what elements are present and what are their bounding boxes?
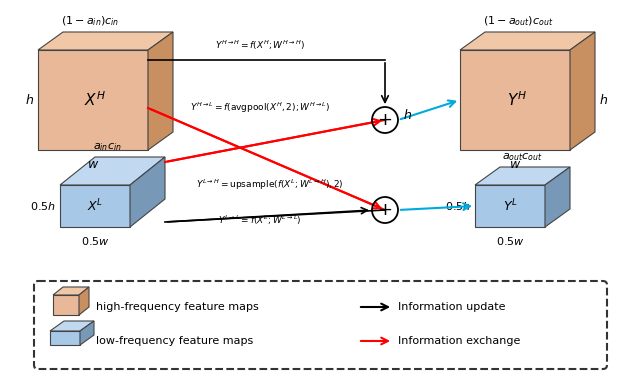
Polygon shape [148,32,173,150]
Text: $Y^{L\rightarrow H}=\mathrm{upsample}(f(X^L;W^{L\rightarrow H}),2)$: $Y^{L\rightarrow H}=\mathrm{upsample}(f(… [196,178,344,192]
Text: $(1-a_{in})c_{in}$: $(1-a_{in})c_{in}$ [61,14,119,28]
Polygon shape [570,32,595,150]
Polygon shape [50,331,80,345]
Text: $+$: $+$ [378,201,392,219]
Polygon shape [460,50,570,150]
Polygon shape [38,50,148,150]
Text: Information update: Information update [398,302,506,312]
Text: $X^H$: $X^H$ [84,91,106,109]
Polygon shape [60,157,165,185]
Polygon shape [60,185,130,227]
Polygon shape [475,185,545,227]
Polygon shape [80,321,94,345]
Text: $0.5h$: $0.5h$ [445,200,471,212]
Text: $h$: $h$ [25,93,34,107]
Polygon shape [53,287,89,295]
Text: $a_{out}c_{out}$: $a_{out}c_{out}$ [502,151,543,163]
Text: $Y^{L\rightarrow L}=f(X^L;W^{L\rightarrow L})$: $Y^{L\rightarrow L}=f(X^L;W^{L\rightarro… [218,213,302,227]
FancyBboxPatch shape [34,281,607,369]
Text: Information exchange: Information exchange [398,336,520,346]
Text: $+$: $+$ [378,111,392,129]
Polygon shape [53,295,79,315]
Polygon shape [38,32,173,50]
Polygon shape [475,167,570,185]
Text: $Y^{H\rightarrow H}=f(X^H;W^{H\rightarrow H})$: $Y^{H\rightarrow H}=f(X^H;W^{H\rightarro… [215,38,305,52]
Polygon shape [50,321,94,331]
Text: $h$: $h$ [403,108,412,122]
Text: $h$: $h$ [599,93,608,107]
Text: $a_{in}c_{in}$: $a_{in}c_{in}$ [93,141,122,153]
Text: high-frequency feature maps: high-frequency feature maps [96,302,259,312]
Text: low-frequency feature maps: low-frequency feature maps [96,336,253,346]
Polygon shape [545,167,570,227]
Text: $w$: $w$ [509,158,521,171]
Text: $(1-a_{out})c_{out}$: $(1-a_{out})c_{out}$ [483,14,554,28]
Text: $X^L$: $X^L$ [87,198,103,214]
Text: $Y^{H\rightarrow L}=f(\mathrm{avgpool}(X^H,2);W^{H\rightarrow L})$: $Y^{H\rightarrow L}=f(\mathrm{avgpool}(X… [190,101,330,115]
Text: $0.5h$: $0.5h$ [30,200,56,212]
Polygon shape [130,157,165,227]
Text: $Y^L$: $Y^L$ [502,198,517,214]
Text: $0.5w$: $0.5w$ [495,235,524,247]
Text: $w$: $w$ [87,158,99,171]
Text: $Y^H$: $Y^H$ [507,91,527,109]
Polygon shape [460,32,595,50]
Text: $0.5w$: $0.5w$ [81,235,109,247]
Polygon shape [79,287,89,315]
